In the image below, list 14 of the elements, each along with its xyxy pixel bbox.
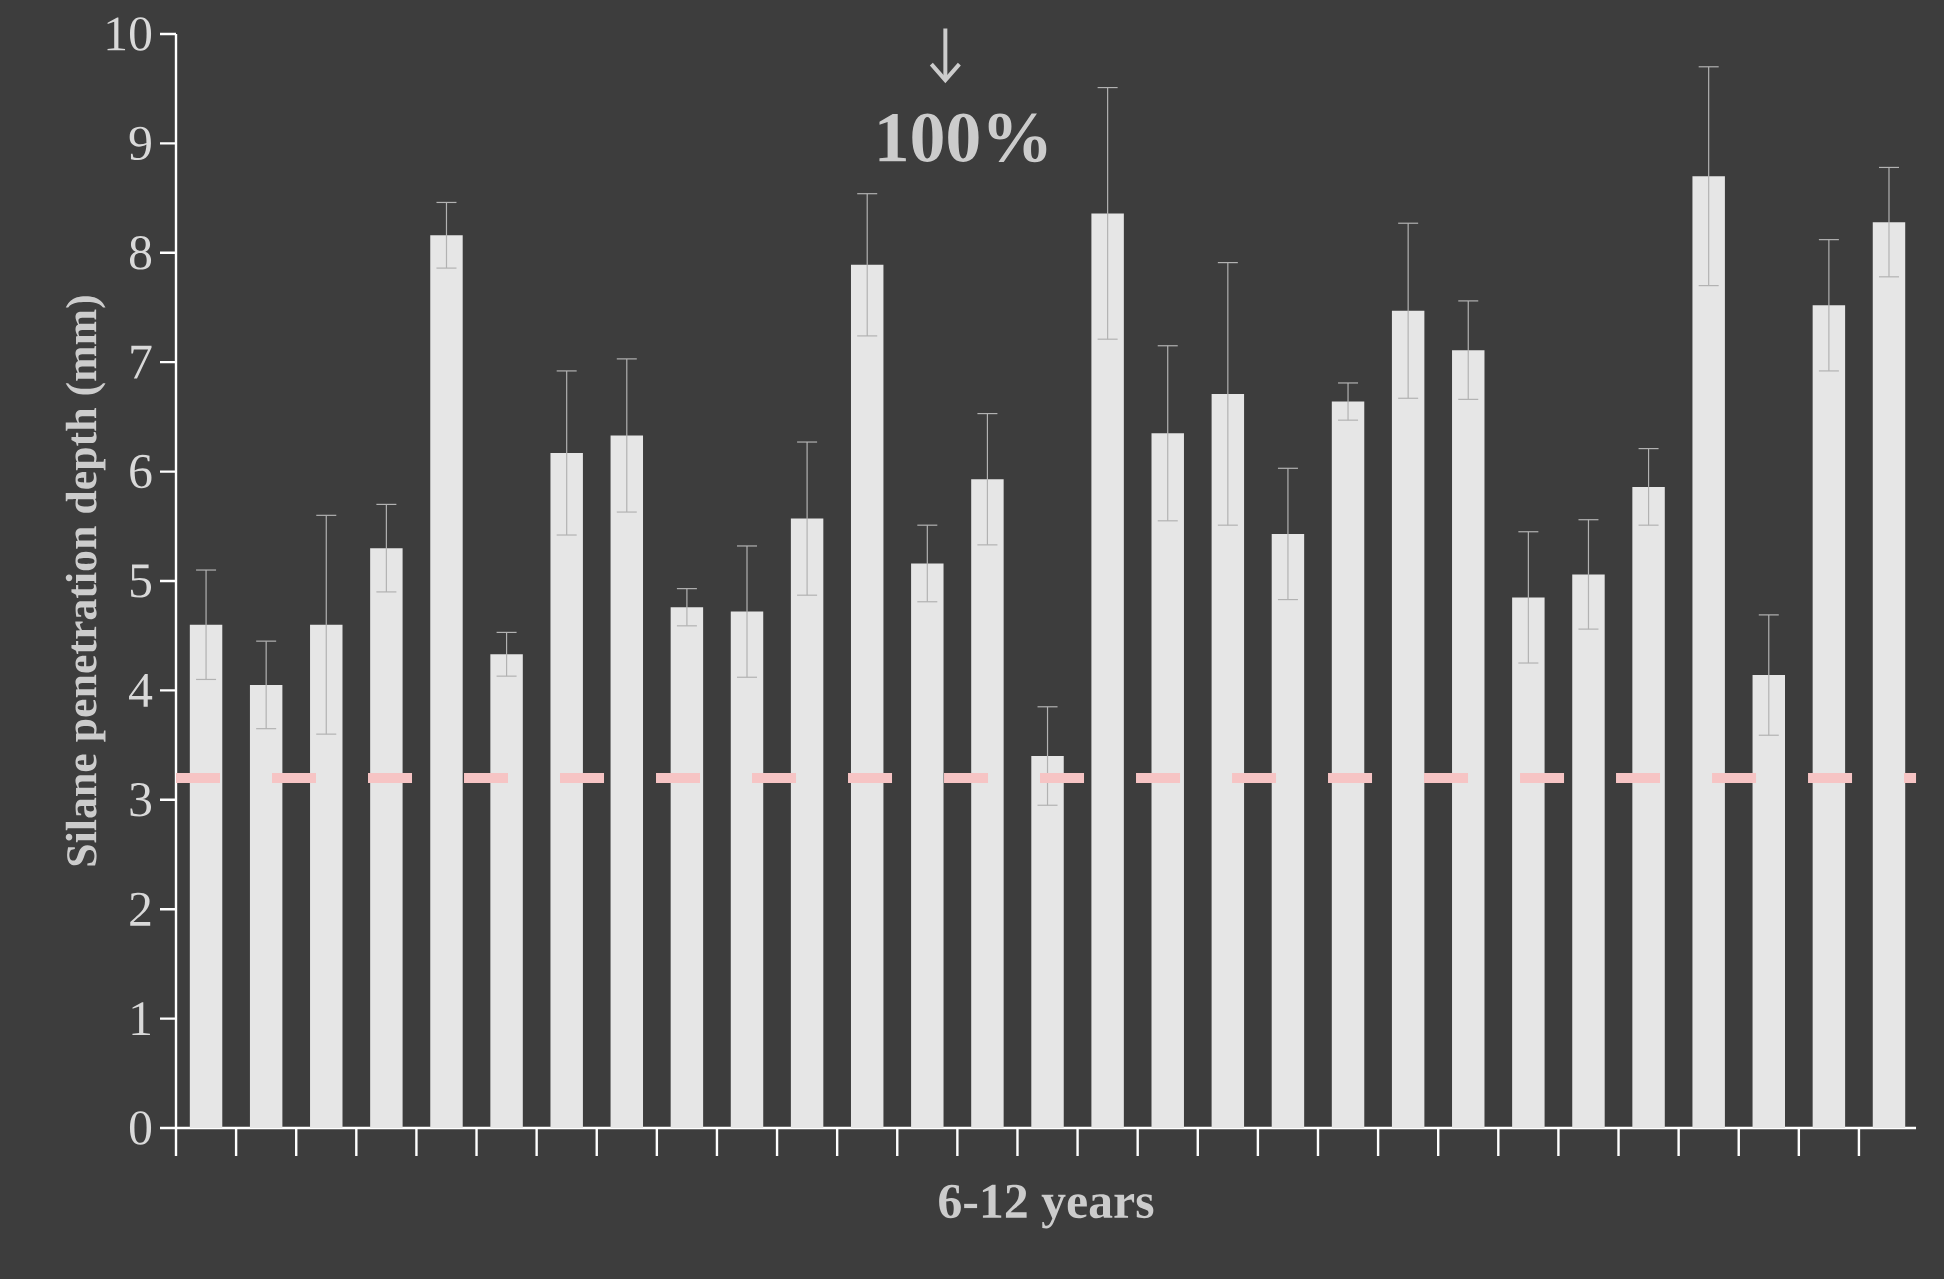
y-tick-label: 10: [107, 17, 152, 51]
y-tick-label: 4: [129, 673, 153, 707]
y-tick-label: 3: [130, 783, 152, 817]
y-tick-label: 8: [129, 235, 152, 270]
y-tick-label: 0: [129, 1111, 152, 1145]
annotation: 100%: [879, 113, 1047, 163]
x-axis-title: 6-12 years: [939, 1184, 1154, 1229]
y-tick-label: 7: [131, 345, 152, 379]
y-tick-label: 5: [130, 564, 152, 598]
y-tick-label: 2: [130, 892, 151, 926]
y-tick-label: 9: [129, 126, 151, 161]
y-axis-title: Silane penetration depth (mm): [65, 296, 106, 866]
y-tick-label: 6: [130, 454, 152, 489]
y-tick-label: 1: [132, 1002, 150, 1036]
